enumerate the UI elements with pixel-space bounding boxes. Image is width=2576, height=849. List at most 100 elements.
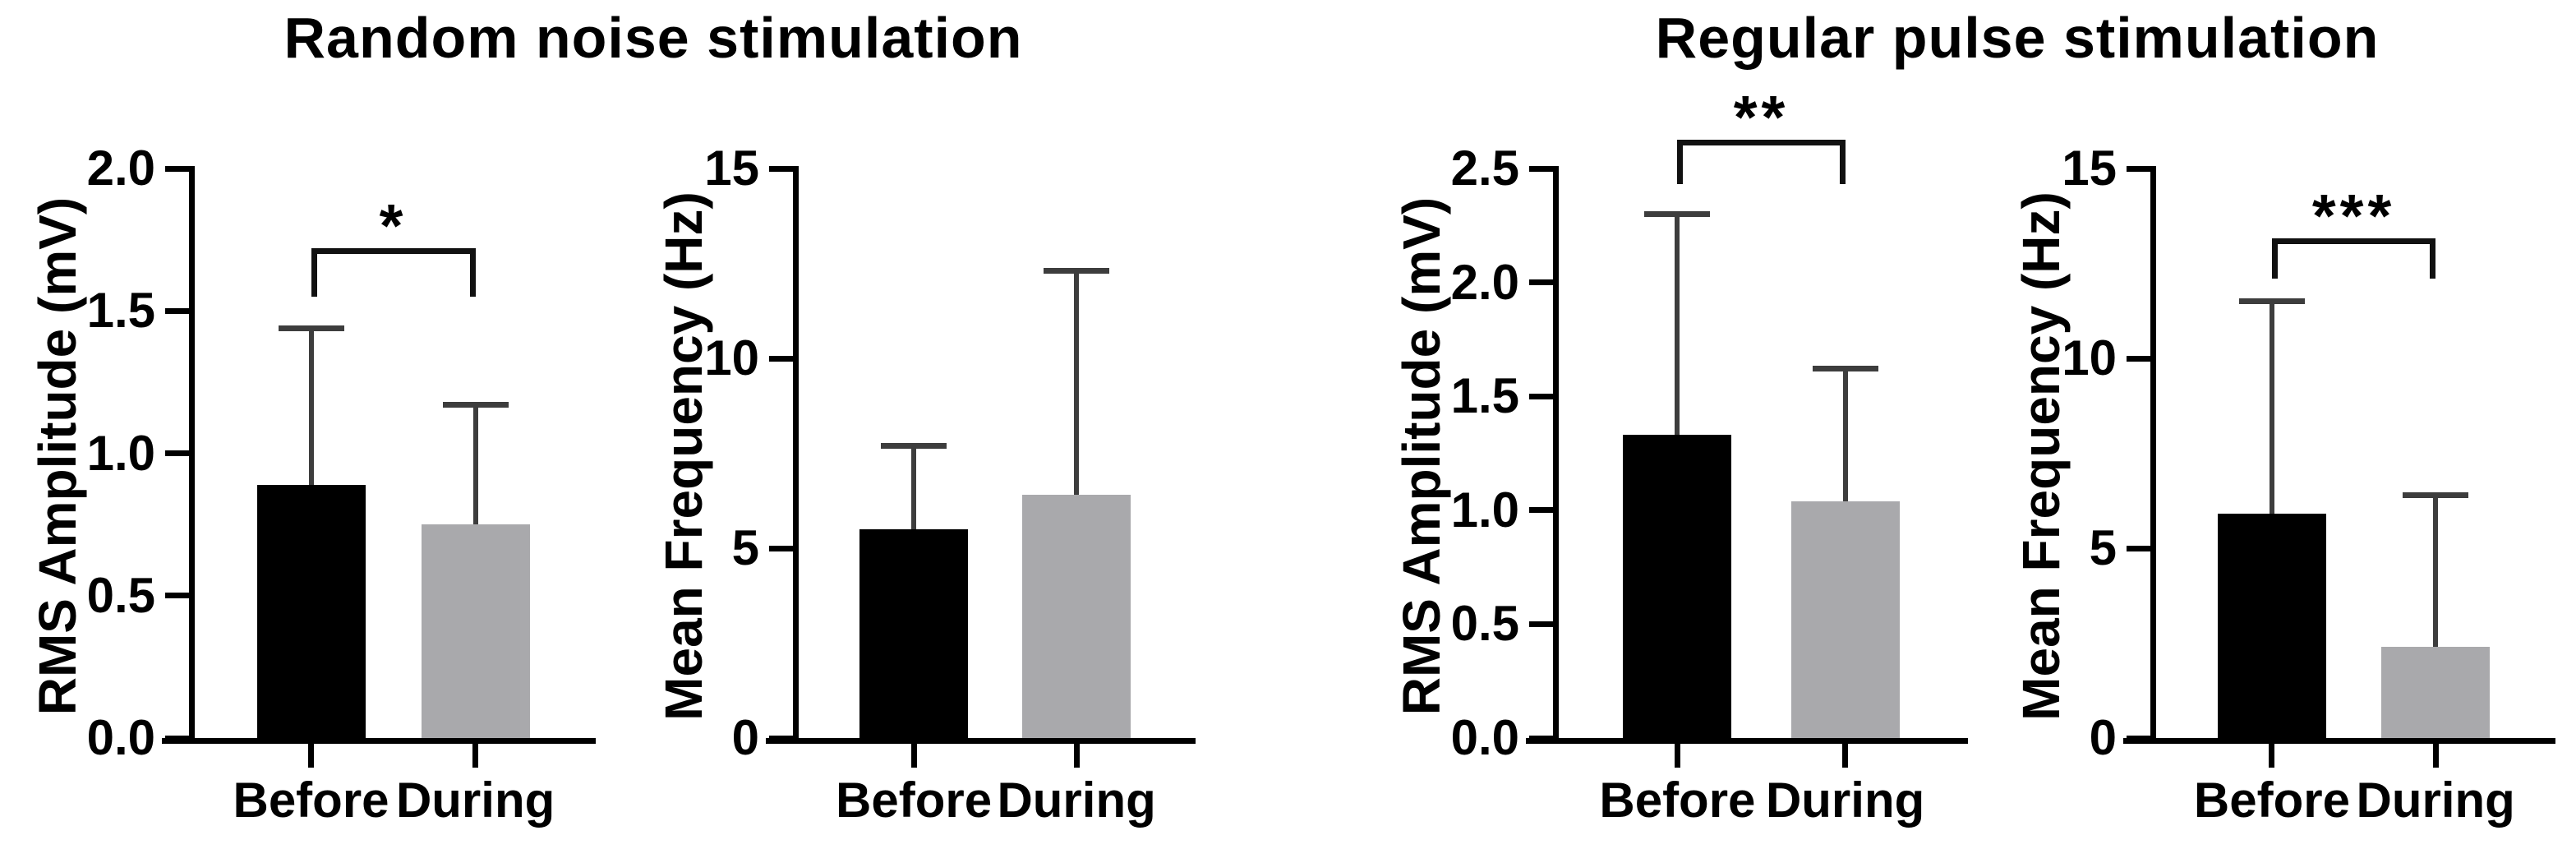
bar-during	[1790, 501, 1900, 738]
y-axis-label: RMS Amplitude (mV)	[1392, 196, 1451, 716]
x-axis-tick	[1674, 738, 1680, 768]
error-bar-cap	[881, 442, 947, 449]
error-bar-cap	[2403, 491, 2469, 498]
y-axis-tick	[769, 735, 799, 741]
significance-bracket-end	[2271, 238, 2278, 279]
y-axis-tick	[1529, 621, 1559, 627]
chart-random-noise-rms-amplitude: RMS Amplitude (mV) 0.0 0.5 1.0 1.5 2.0 Before…	[28, 144, 596, 825]
y-tick-label: 0.0	[1450, 710, 1519, 765]
x-axis-tick	[910, 738, 917, 768]
x-axis-tick	[1073, 738, 1080, 768]
x-category-label: Before	[1599, 773, 1756, 828]
y-axis-tick	[165, 450, 195, 456]
x-category-label: During	[2356, 773, 2515, 828]
y-axis-label: Mean Frequency (Hz)	[2011, 191, 2071, 721]
y-tick-label: 5	[2089, 520, 2117, 575]
group-title-regular-pulse: Regular pulse stimulation	[1655, 6, 2380, 70]
error-bar	[472, 404, 478, 525]
chart-random-noise-mean-frequency: Mean Frequency (Hz) 0 5 10 15 Before During	[654, 144, 1196, 825]
y-tick-label: 10	[704, 330, 759, 385]
y-tick-label: 1.5	[1450, 368, 1519, 424]
y-axis-tick	[1529, 507, 1559, 514]
y-axis-tick	[2127, 355, 2156, 362]
x-axis-tick	[472, 738, 479, 768]
y-tick-label: 15	[704, 141, 759, 196]
error-bar	[2269, 301, 2274, 514]
x-category-label: During	[395, 773, 555, 828]
bar-before	[2217, 514, 2326, 738]
y-tick-label: 0.5	[1450, 596, 1519, 652]
y-axis-tick	[1529, 393, 1559, 399]
y-axis-tick	[1529, 165, 1559, 172]
x-axis-extension	[162, 738, 195, 744]
error-bar	[911, 445, 917, 529]
y-axis-label: Mean Frequency (Hz)	[654, 191, 713, 721]
y-axis-tick	[165, 307, 195, 314]
y-tick-label: 2.0	[86, 141, 155, 196]
error-bar	[1842, 368, 1848, 501]
y-tick-label: 0	[731, 710, 759, 765]
y-axis-tick	[769, 165, 799, 172]
x-axis-extension	[1526, 738, 1559, 744]
error-bar	[308, 328, 314, 485]
plot-area: 0 5 10 15 Before During	[704, 144, 1196, 825]
y-tick-label: 2.0	[1450, 254, 1519, 310]
x-category-label: Before	[2193, 773, 2350, 828]
y-axis-tick	[1529, 279, 1559, 286]
x-axis-extension	[766, 738, 799, 744]
significance-label: ***	[2311, 182, 2396, 251]
y-tick-label: 2.5	[1450, 141, 1519, 196]
error-bar	[1074, 270, 1080, 496]
y-axis-tick	[769, 545, 799, 551]
x-axis-tick	[1842, 738, 1849, 768]
group-title-random-noise: Random noise stimulation	[283, 6, 1023, 70]
x-category-label: Before	[836, 773, 993, 828]
significance-bracket-end	[1677, 140, 1684, 185]
bar-during	[2381, 647, 2491, 738]
y-tick-label: 0.5	[86, 567, 155, 623]
y-axis-tick	[2127, 735, 2156, 741]
x-axis-tick	[2432, 738, 2439, 768]
x-axis-tick	[308, 738, 315, 768]
error-bar-cap	[1044, 268, 1110, 275]
significance-bracket-end	[311, 247, 317, 297]
bar-before	[859, 528, 969, 738]
y-tick-label: 0.0	[86, 710, 155, 765]
x-axis-tick	[2269, 738, 2275, 768]
bar-during	[1022, 495, 1131, 738]
x-category-label: During	[997, 773, 1156, 828]
y-tick-label: 1.0	[86, 425, 155, 481]
chart-regular-pulse-rms-amplitude: RMS Amplitude (mV) 0.0 0.5 1.0 1.5 2.0 2.5 Bef…	[1392, 87, 1968, 825]
y-tick-label: 5	[731, 520, 759, 575]
error-bar-cap	[1812, 366, 1878, 372]
error-bar-cap	[1644, 210, 1711, 217]
significance-bracket-end	[469, 247, 476, 297]
error-bar-cap	[442, 402, 509, 408]
x-category-label: Before	[233, 773, 389, 828]
y-axis-label: RMS Amplitude (mV)	[28, 196, 87, 716]
y-tick-label: 1.5	[86, 283, 155, 339]
y-axis-tick	[2127, 545, 2156, 551]
y-axis-tick	[2127, 165, 2156, 172]
error-bar	[2433, 495, 2439, 648]
plot-area: 0.0 0.5 1.0 1.5 2.0 Before During *	[87, 144, 596, 825]
y-axis-tick	[165, 593, 195, 599]
error-bar-cap	[278, 325, 344, 331]
chart-regular-pulse-mean-frequency: Mean Frequency (Hz) 0 5 10 15 Before During **…	[2011, 144, 2555, 825]
significance-bracket	[2271, 238, 2436, 245]
y-tick-label: 15	[2062, 141, 2117, 196]
plot-area: 0.0 0.5 1.0 1.5 2.0 2.5 Before During **	[1451, 87, 1968, 825]
bar-during	[421, 524, 530, 738]
y-axis-tick	[165, 735, 195, 741]
x-category-label: During	[1765, 773, 1925, 828]
y-axis-tick	[165, 165, 195, 172]
y-axis-tick	[769, 355, 799, 362]
bar-before	[1623, 435, 1732, 738]
y-tick-label: 1.0	[1450, 482, 1519, 538]
significance-bracket	[311, 247, 476, 254]
significance-label: **	[1733, 83, 1790, 152]
bar-before	[256, 484, 366, 738]
x-axis-extension	[2123, 738, 2156, 744]
y-tick-label: 0	[2089, 710, 2117, 765]
